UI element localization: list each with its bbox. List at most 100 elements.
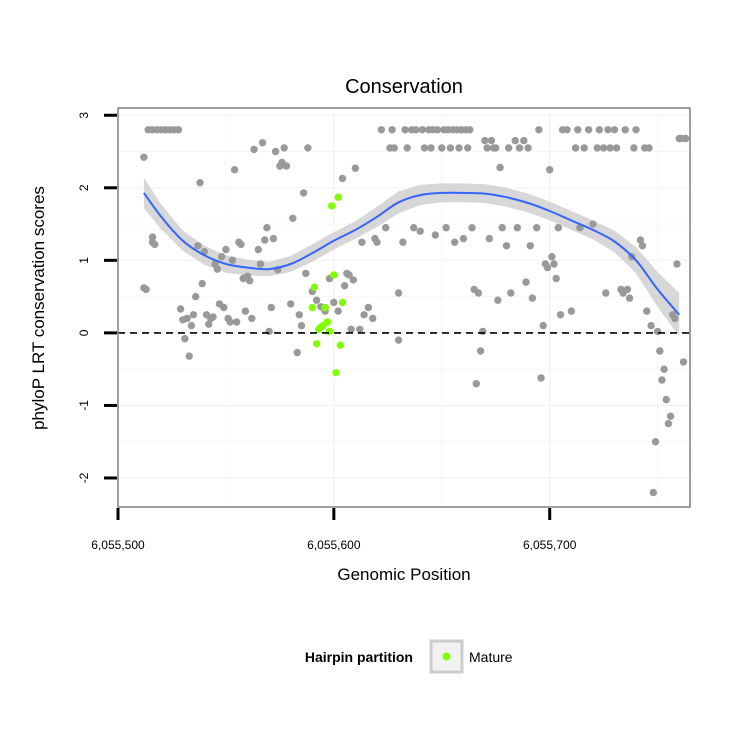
mature-point [334, 193, 342, 201]
conservation-point [433, 126, 442, 134]
conservation-point [373, 238, 381, 246]
conservation-point [610, 126, 619, 134]
conservation-point [174, 126, 183, 134]
conservation-point [539, 321, 547, 330]
conservation-point [246, 277, 254, 285]
conservation-point [420, 144, 429, 152]
conservation-point [226, 318, 234, 326]
conservation-point [483, 144, 491, 152]
conservation-point [185, 352, 193, 360]
conservation-point [241, 307, 250, 315]
conservation-point [189, 311, 198, 319]
conservation-point [222, 245, 230, 254]
conservation-point [237, 240, 245, 249]
x-axis-title: Genomic Position [337, 565, 470, 584]
conservation-point [472, 380, 480, 388]
conservation-point [347, 325, 355, 333]
conservation-point [492, 144, 500, 152]
conservation-point [431, 231, 439, 239]
conservation-point [602, 289, 610, 297]
conservation-point [485, 234, 493, 243]
conservation-point [451, 238, 459, 246]
conservation-point [537, 374, 545, 382]
legend: Hairpin partition Mature [305, 639, 513, 674]
confidence-band-area [143, 177, 680, 337]
conservation-point [647, 321, 655, 330]
conservation-point [390, 144, 398, 152]
conservation-point [338, 174, 347, 183]
conservation-point [567, 307, 575, 315]
conservation-point [287, 300, 295, 308]
conservation-point [666, 412, 675, 420]
chart-title: Conservation [345, 76, 463, 98]
conservation-point [369, 314, 377, 323]
conservation-point [656, 347, 664, 355]
conservation-point [250, 145, 258, 154]
conservation-point [612, 144, 621, 152]
conservation-point [254, 245, 262, 254]
conservation-point [522, 278, 530, 286]
conservation-point [589, 220, 597, 228]
conservation-point [513, 224, 521, 232]
conservation-point [148, 233, 157, 241]
conservation-point [410, 224, 418, 232]
conservation-point [412, 126, 420, 134]
conservation-point [552, 274, 560, 283]
conservation-point [427, 144, 435, 152]
conservation-point [638, 242, 647, 250]
conservation-point [468, 224, 476, 232]
conservation-point [297, 321, 306, 330]
conservation-point [183, 314, 191, 323]
mature-point [325, 327, 334, 336]
x-axis: 6,055,500 6,055,600 6,055,700 [91, 508, 577, 552]
conservation-point [261, 236, 269, 244]
conservation-point [280, 144, 288, 152]
conservation-point [455, 144, 463, 152]
conservation-point [142, 285, 150, 294]
conservation-point [526, 242, 534, 250]
mature-point [330, 271, 338, 279]
conservation-point [528, 294, 537, 302]
conservation-point [651, 438, 660, 446]
conservation-point [604, 126, 612, 134]
conservation-point [580, 144, 588, 152]
conservation-point [632, 126, 640, 134]
conservation-point [550, 260, 558, 268]
conservation-point [600, 144, 608, 152]
y-tick-label: 3 [77, 112, 91, 119]
conservation-point [546, 166, 554, 174]
conservation-point [496, 163, 504, 172]
conservation-point [679, 358, 688, 366]
conservation-point [269, 234, 278, 243]
conservation-point [388, 126, 396, 134]
conservation-point [438, 144, 446, 152]
conservation-point [356, 325, 364, 333]
conservation-point [399, 238, 407, 246]
y-tick-label: -2 [77, 472, 91, 483]
conservation-point [176, 305, 185, 313]
conservation-point [233, 318, 241, 326]
conservation-point [464, 144, 472, 152]
conservation-point [377, 126, 385, 134]
conservation-point [563, 126, 571, 134]
conservation-point [543, 263, 552, 272]
y-axis-title: phyloP LRT conservation scores [29, 186, 48, 430]
conservation-point [574, 126, 582, 134]
conservation-point [643, 307, 651, 315]
conservation-point [479, 327, 487, 336]
panel-background [118, 108, 690, 507]
conservation-point [571, 144, 580, 152]
data-points [140, 126, 690, 497]
conservation-point [476, 347, 485, 355]
conservation-point [299, 189, 308, 197]
conservation-point [481, 136, 489, 145]
conservation-point [660, 365, 668, 373]
conservation-point [267, 303, 275, 312]
conservation-point [556, 311, 565, 319]
conservation-point [401, 126, 409, 134]
conservation-point [662, 395, 670, 404]
conservation-point [217, 253, 226, 261]
conservation-point [584, 126, 593, 134]
y-tick-label: 1 [77, 257, 91, 264]
